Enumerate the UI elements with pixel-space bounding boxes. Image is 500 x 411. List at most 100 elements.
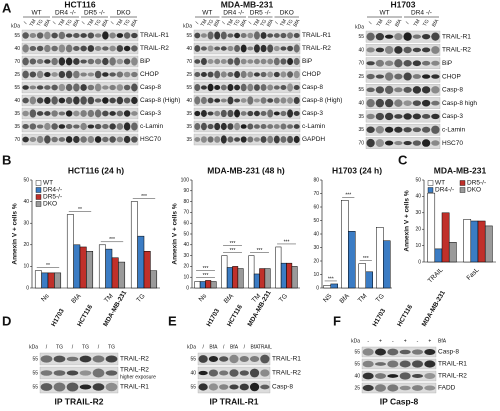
blot-strip (197, 352, 271, 366)
panel-label: D (2, 313, 11, 328)
row-label: FADD (438, 385, 456, 392)
blot-band (102, 31, 109, 40)
blot-strip (365, 97, 441, 109)
kda-value: 70 (186, 59, 192, 65)
blot-band (94, 33, 102, 38)
blot-band (22, 70, 29, 79)
lane-label: BfA (266, 18, 276, 29)
group-label: MDA-MB-231 (421, 289, 447, 328)
blot-band (267, 124, 274, 129)
blot-band (79, 355, 92, 363)
blot-band (219, 356, 229, 362)
blot-band (384, 72, 394, 81)
bar (376, 227, 384, 289)
blot-band (80, 59, 87, 64)
bar (477, 220, 486, 263)
blot-band (375, 112, 385, 121)
row-label: Casp-8 (140, 84, 161, 91)
blot-band (267, 109, 274, 118)
blot-band (384, 46, 394, 54)
blot-band (207, 111, 214, 116)
bar (275, 246, 282, 289)
lane-label: / (195, 21, 201, 26)
blot-band (234, 98, 241, 103)
blot-band (80, 110, 87, 117)
lane-label: TG (207, 19, 216, 28)
lane-label: TM (253, 19, 262, 28)
blot-band (36, 135, 44, 144)
lane-label: + (379, 338, 382, 344)
blot-band (293, 84, 300, 91)
chart-title: HCT116 (24 h) (68, 165, 124, 175)
blot-band (58, 83, 66, 92)
blot-band (424, 348, 436, 356)
blot-band (293, 57, 300, 66)
blot-band (214, 58, 221, 65)
blot-band (234, 122, 241, 131)
kda-value: 40 (186, 98, 192, 104)
group-label: DR4 -/- (223, 10, 244, 17)
lane-label: BfA (130, 18, 140, 29)
blot-band (92, 355, 105, 363)
blot-band (214, 122, 221, 131)
legend-swatch (35, 187, 42, 193)
blot-band (412, 60, 422, 67)
panel-label: C (398, 152, 408, 167)
blot-band (240, 32, 247, 39)
blot-band (403, 100, 412, 106)
row-label: Casp-8 (272, 384, 293, 391)
blot-band (431, 100, 440, 106)
blot-strip (193, 29, 301, 42)
blot-band (253, 44, 260, 53)
blot-band (411, 349, 424, 355)
bar (330, 283, 338, 289)
legend-swatch (427, 180, 434, 186)
blot-band (207, 58, 214, 65)
blot-band (131, 83, 138, 92)
y-tick-label: 50 (183, 231, 189, 237)
blot-band (207, 45, 214, 52)
blot-band (431, 113, 440, 120)
blot-band (220, 135, 227, 144)
lane-label: TM (116, 19, 125, 28)
blot-band (375, 125, 385, 134)
blot-band (200, 33, 207, 38)
bar (323, 285, 331, 289)
blot-band (249, 368, 260, 378)
row-label: Casp-3 (302, 110, 323, 117)
blot-band (102, 46, 109, 51)
lane-label: TM (376, 19, 385, 28)
lane-label: / (52, 21, 58, 26)
blot-band (116, 71, 124, 78)
blot-strip (365, 110, 441, 123)
bar (463, 219, 472, 263)
blot-band (280, 97, 287, 104)
blot-band (123, 84, 131, 91)
lane-label: / (72, 344, 74, 350)
row-label: c-Lamin (302, 123, 326, 130)
blot-band (36, 124, 44, 129)
blot-band (366, 126, 375, 133)
group-label: H1703 (50, 307, 66, 327)
blot-band (194, 32, 201, 39)
lane-label: / (23, 21, 29, 26)
blot-band (293, 33, 300, 38)
blot-band (200, 46, 207, 51)
row-label: HSC70 (442, 140, 463, 147)
blot-band (73, 110, 80, 117)
blot-band (227, 96, 234, 105)
y-tick-label: 70 (313, 191, 319, 197)
blot-band (58, 137, 66, 142)
blot-band (29, 85, 37, 90)
blot-band (220, 31, 227, 40)
blot-band (131, 71, 138, 78)
group-label: WT (202, 10, 212, 17)
panel-label: F (333, 313, 341, 328)
blot-band (240, 124, 247, 129)
bar (248, 255, 255, 289)
blot-band (280, 46, 287, 51)
blot-band (44, 111, 51, 116)
blot-band (293, 135, 300, 144)
legend-swatch (35, 201, 42, 207)
